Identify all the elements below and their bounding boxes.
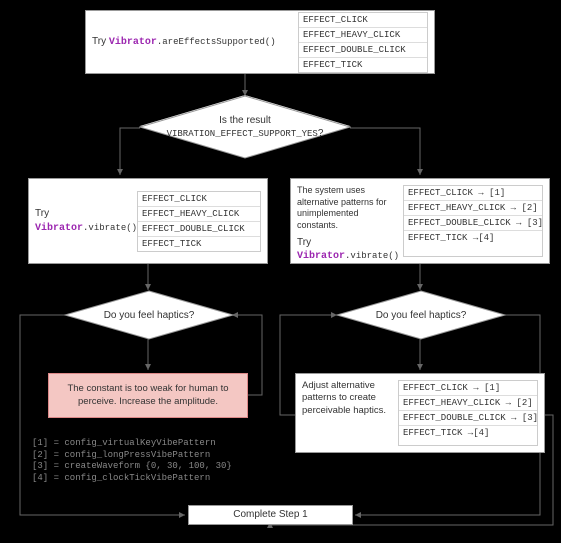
decision1-text: Is the result VIBRATION_EFFECT_SUPPORT_Y… (145, 114, 345, 141)
effect-item: EFFECT_CLICK → [1] (404, 186, 542, 201)
final-text: Complete Step 1 (233, 509, 308, 520)
effect-item: EFFECT_DOUBLE_CLICK → [3] (404, 216, 542, 231)
right-try: Try (297, 237, 311, 248)
effect-item: EFFECT_CLICK → [1] (399, 381, 537, 396)
right-method: .vibrate() (345, 251, 399, 261)
left-try: Try (35, 208, 49, 219)
top-effects-list: EFFECT_CLICK EFFECT_HEAVY_CLICK EFFECT_D… (298, 12, 428, 73)
effect-item: EFFECT_TICK →[4] (399, 426, 537, 440)
left-method: .vibrate() (83, 223, 137, 233)
adjust-desc: Adjust alternative patterns to create pe… (302, 380, 398, 446)
adjust-effects: EFFECT_CLICK → [1] EFFECT_HEAVY_CLICK → … (398, 380, 538, 446)
weak-constant-box: The constant is too weak for human to pe… (48, 373, 248, 418)
pink-text: The constant is too weak for human to pe… (67, 383, 228, 407)
effect-item: EFFECT_CLICK (299, 13, 427, 28)
decision1-q: ? (318, 128, 324, 139)
top-try-text: Try (92, 36, 109, 47)
right-effects: EFFECT_CLICK → [1] EFFECT_HEAVY_CLICK → … (403, 185, 543, 257)
effect-item: EFFECT_CLICK (138, 192, 260, 207)
effect-item: EFFECT_DOUBLE_CLICK (138, 222, 260, 237)
effect-item: EFFECT_TICK (299, 58, 427, 72)
effect-item: EFFECT_TICK (138, 237, 260, 251)
top-class: Vibrator (109, 37, 157, 48)
legend-1: [1] = config_virtualKeyVibePattern (32, 438, 232, 450)
right-desc: The system uses alternative patterns for… (297, 185, 399, 232)
legend-2: [2] = config_longPressVibePattern (32, 450, 232, 462)
left-class: Vibrator (35, 223, 83, 234)
decision3-text: Do you feel haptics? (321, 309, 521, 322)
effect-item: EFFECT_HEAVY_CLICK → [2] (399, 396, 537, 411)
effect-item: EFFECT_DOUBLE_CLICK (299, 43, 427, 58)
legend-block: [1] = config_virtualKeyVibePattern [2] =… (32, 438, 232, 485)
effect-item: EFFECT_TICK →[4] (404, 231, 542, 245)
effect-item: EFFECT_HEAVY_CLICK (138, 207, 260, 222)
complete-step-box: Complete Step 1 (188, 505, 353, 525)
effect-item: EFFECT_HEAVY_CLICK → [2] (404, 201, 542, 216)
adjust-box: Adjust alternative patterns to create pe… (295, 373, 545, 453)
legend-4: [4] = config_clockTickVibePattern (32, 473, 232, 485)
top-try-box: Try Vibrator.areEffectsSupported() EFFEC… (85, 10, 435, 74)
decision2-text: Do you feel haptics? (49, 309, 249, 322)
right-class: Vibrator (297, 251, 345, 262)
left-effects: EFFECT_CLICK EFFECT_HEAVY_CLICK EFFECT_D… (137, 191, 261, 252)
legend-3: [3] = createWaveform {0, 30, 100, 30} (32, 461, 232, 473)
top-method: .areEffectsSupported() (157, 37, 276, 47)
effect-item: EFFECT_DOUBLE_CLICK → [3] (399, 411, 537, 426)
decision1-line2: VIBRATION_EFFECT_SUPPORT_YES (167, 129, 318, 139)
effect-item: EFFECT_HEAVY_CLICK (299, 28, 427, 43)
right-vibrate-box: The system uses alternative patterns for… (290, 178, 550, 264)
decision1-line1: Is the result (219, 115, 271, 126)
left-vibrate-box: Try Vibrator.vibrate() EFFECT_CLICK EFFE… (28, 178, 268, 264)
